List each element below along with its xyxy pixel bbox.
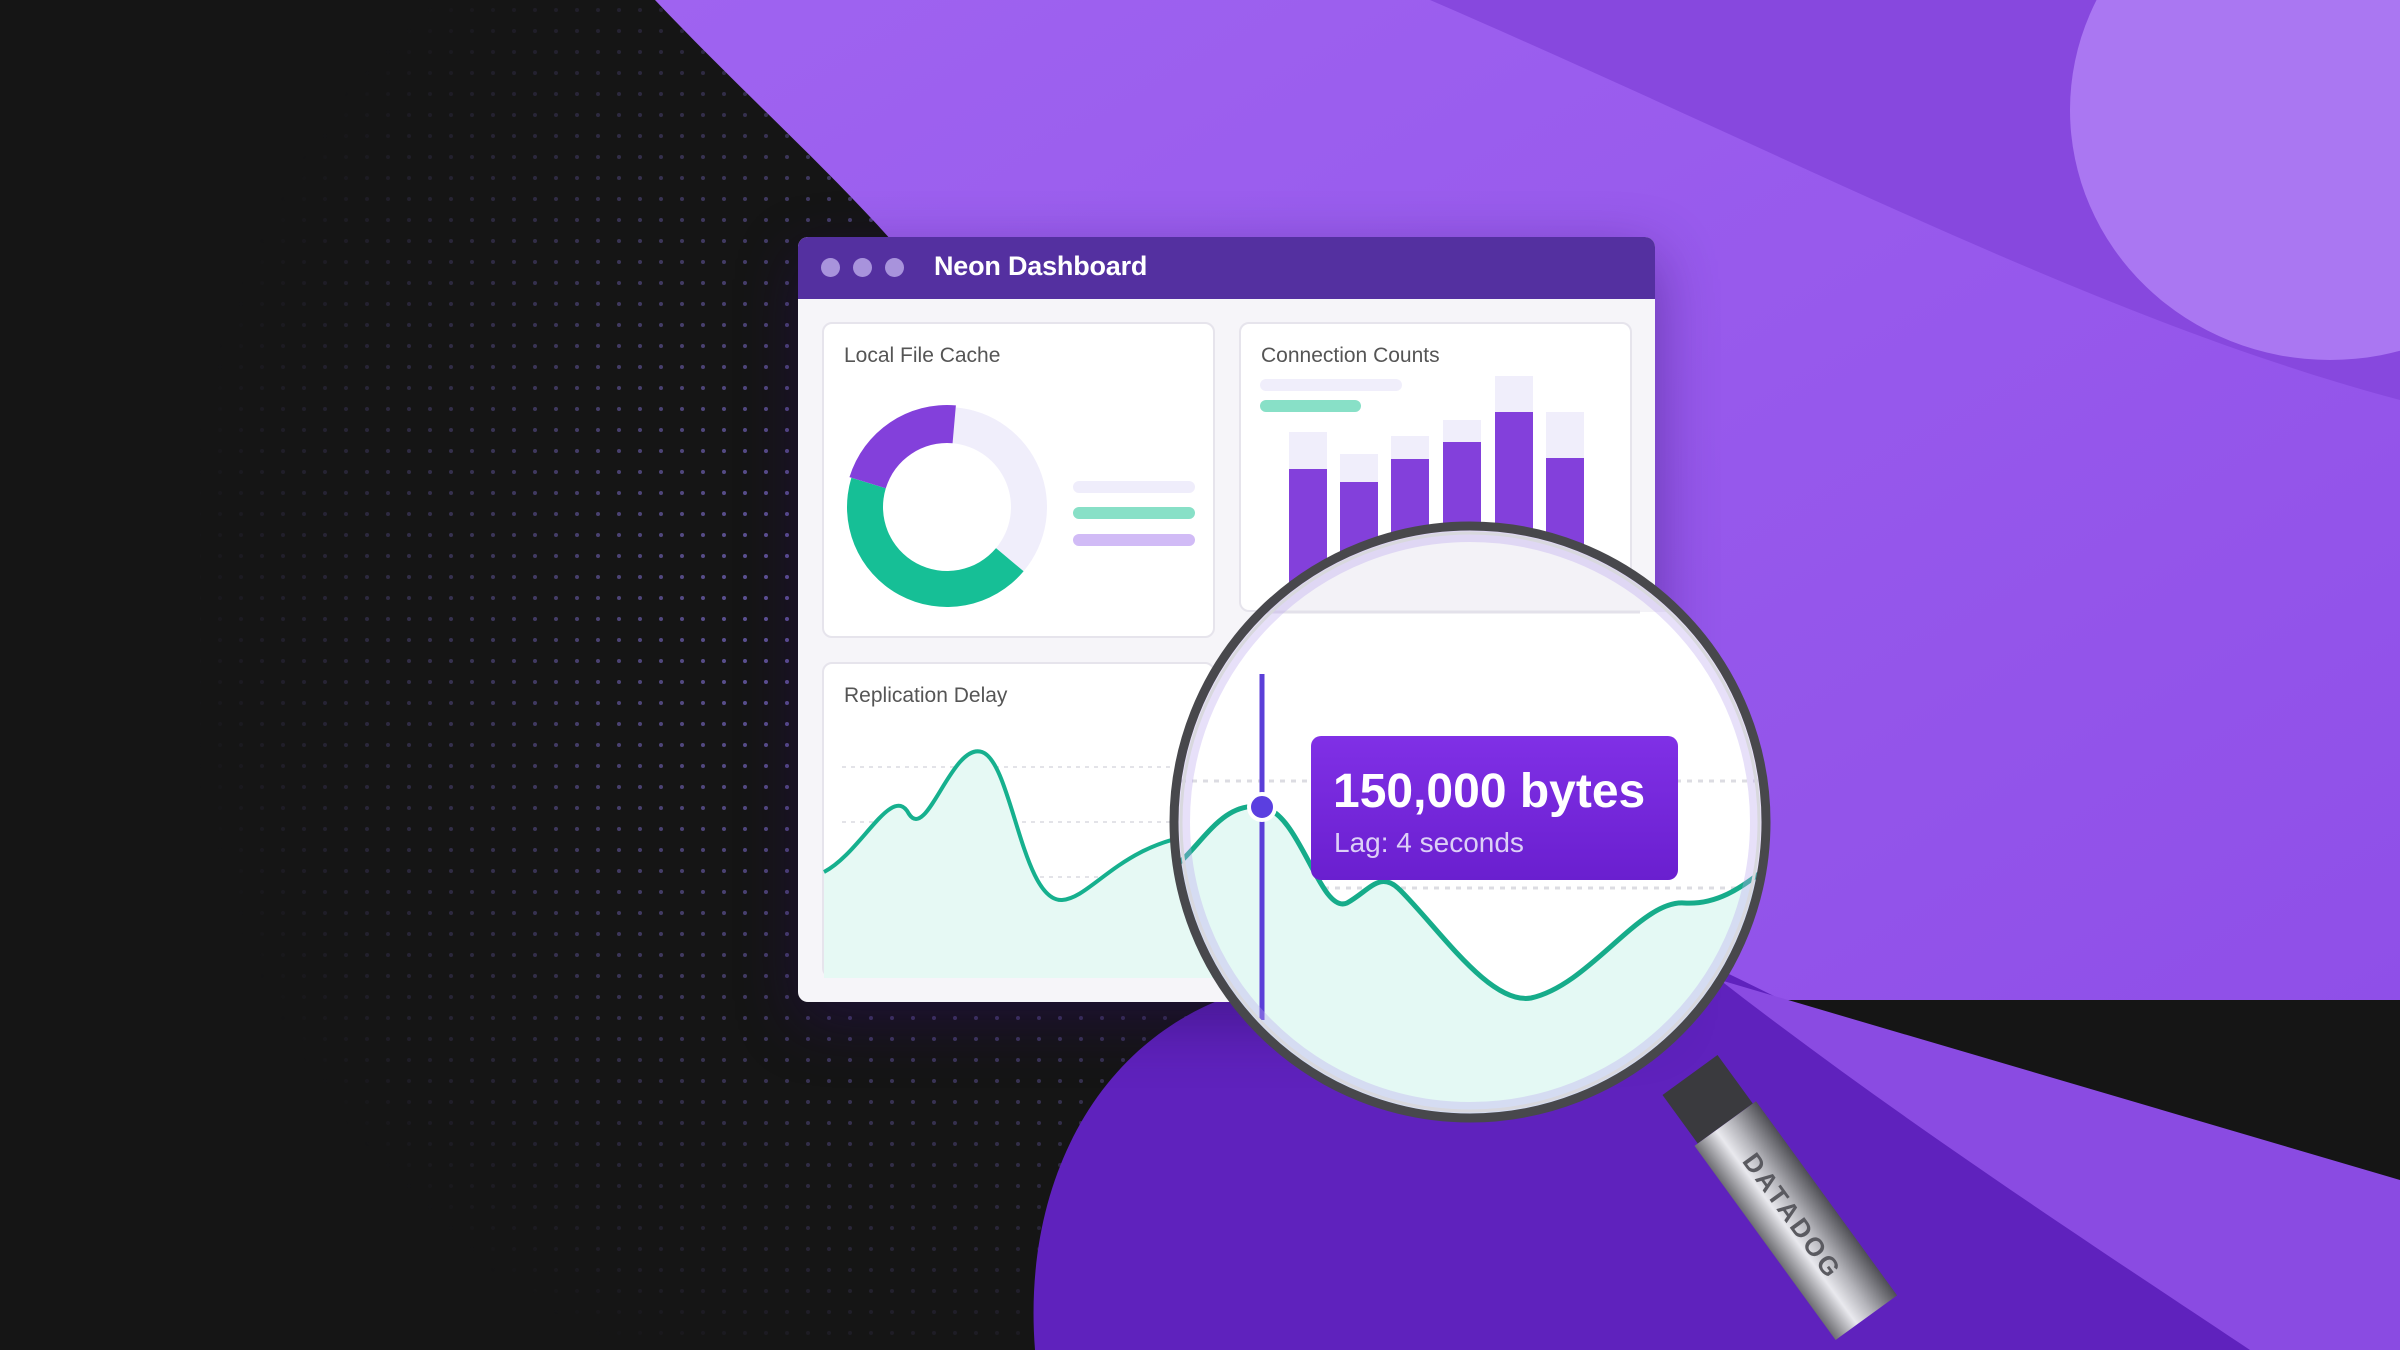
tooltip-value: 150,000 bytes [1333,765,1645,818]
legend-bar-purple [1073,534,1195,546]
donut-segment-teal [847,477,1024,607]
title-bar: Neon Dashboard [798,237,1655,299]
donut-chart [847,405,1195,607]
replication-line [823,749,1322,903]
legend-bar-teal [1073,507,1195,519]
maximize-button[interactable] [885,258,904,277]
lens-rim [1169,521,1771,1123]
donut-segment-light [952,407,1047,572]
close-button[interactable] [821,258,840,277]
card-title: Local File Cache [844,344,1001,367]
window-title: Neon Dashboard [934,251,1148,281]
card-title: Replication Delay [844,684,1008,707]
dashboard-window: Neon Dashboard Local File Cache Connecti… [798,237,1655,1002]
minimize-button[interactable] [853,258,872,277]
legend-bar-teal [1260,400,1361,412]
tooltip-detail: Lag: 4 seconds [1334,827,1524,858]
hover-point[interactable] [1247,792,1277,822]
legend-bar-light [1260,379,1402,391]
card-local-file-cache[interactable]: Local File Cache [822,322,1215,638]
magnifier-handle: DATADOG [1662,1055,1898,1341]
legend-bar-light [1073,481,1195,493]
donut-segment-purple [849,405,956,489]
tooltip [1311,736,1678,880]
card-title: Connection Counts [1261,344,1440,367]
